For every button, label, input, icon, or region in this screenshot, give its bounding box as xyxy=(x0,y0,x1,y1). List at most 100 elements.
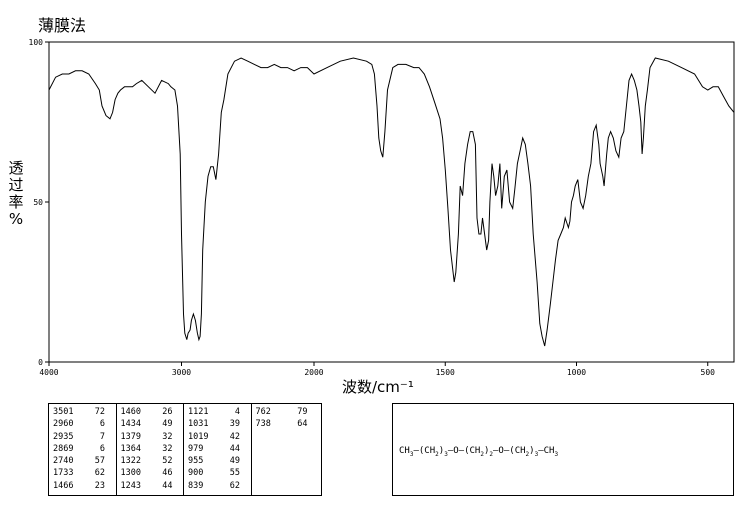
peak-row: 979 44 xyxy=(188,443,251,455)
peak-row: 1733 62 xyxy=(53,467,116,479)
peak-row: 2935 7 xyxy=(53,431,116,443)
peak-wavenumber: 1460 xyxy=(120,407,141,417)
formula-part: —(CH2 xyxy=(413,446,439,458)
x-tick-label: 1500 xyxy=(436,368,455,377)
peak-row: 2960 6 xyxy=(53,418,116,430)
peak-row: 1031 39 xyxy=(188,418,251,430)
formula-subscript: 3 xyxy=(409,450,414,458)
formula-part: —O—(CH2 xyxy=(493,446,530,458)
peak-row: 2869 6 xyxy=(53,443,116,455)
peak-row: 738 64 xyxy=(256,418,321,430)
formula-part: )3 xyxy=(529,446,539,458)
peak-transmittance: 32 xyxy=(162,431,173,442)
peak-wavenumber: 1434 xyxy=(120,419,141,430)
formula-subscript: 2 xyxy=(525,450,530,458)
formula-part: —CH3 xyxy=(538,446,559,458)
formula-subscript: 3 xyxy=(444,450,448,458)
peak-transmittance: 49 xyxy=(229,456,240,467)
peak-transmittance: 52 xyxy=(162,456,173,467)
peak-column: 762 79 738 64 xyxy=(252,404,321,495)
y-axis-label-char: 过 xyxy=(8,176,24,194)
peak-wavenumber: 1364 xyxy=(120,443,141,454)
peak-row: 1243 44 xyxy=(121,480,184,492)
peak-transmittance: 46 xyxy=(162,468,173,479)
peak-wavenumber: 900 xyxy=(188,468,204,479)
peak-wavenumber: 2935 xyxy=(53,431,74,442)
peak-row: 1121 4 xyxy=(188,406,251,418)
peak-transmittance: 44 xyxy=(229,443,240,454)
x-tick-label: 500 xyxy=(701,368,716,377)
x-tick-label: 2000 xyxy=(304,368,323,377)
formula-part: )2 xyxy=(483,446,494,458)
formula-subscript: 2 xyxy=(435,450,439,458)
peak-transmittance: 26 xyxy=(162,407,173,417)
peak-wavenumber: 955 xyxy=(188,456,204,467)
formula-part: —O—(CH2 xyxy=(447,446,484,458)
peak-transmittance: 6 xyxy=(99,443,105,454)
peak-wavenumber: 2869 xyxy=(53,443,74,454)
peak-transmittance: 62 xyxy=(229,480,240,491)
peak-column: 1121 4 1031 39 1019 42 979 44 955 49 900 55 839 62 xyxy=(184,404,252,495)
x-axis-label: 波数/cm⁻¹ xyxy=(342,378,414,396)
x-tick-label: 4000 xyxy=(39,368,58,377)
peak-column: 3501 72 2960 6 2935 7 2869 6 2740 57 1733 62 1466 23 xyxy=(49,404,117,495)
peak-wavenumber: 1300 xyxy=(120,468,141,479)
peak-wavenumber: 1019 xyxy=(188,431,209,442)
formula-part: )3 xyxy=(438,446,448,458)
peak-wavenumber: 1031 xyxy=(188,419,209,430)
peak-transmittance: 7 xyxy=(99,431,105,442)
structure-box: CH3—(CH2)3—O—(CH2)2—O—(CH2)3—CH3 xyxy=(392,403,734,496)
peak-wavenumber: 1121 xyxy=(188,407,209,417)
peak-wavenumber: 2960 xyxy=(53,419,74,430)
y-axis-label-char: 率 xyxy=(8,193,24,211)
peak-transmittance: 4 xyxy=(234,407,240,417)
x-tick-label: 3000 xyxy=(172,368,191,377)
peak-transmittance: 62 xyxy=(94,468,105,479)
peak-wavenumber: 1733 xyxy=(53,468,74,479)
peak-wavenumber: 839 xyxy=(188,480,204,491)
structure-formula: CH3—(CH2)3—O—(CH2)2—O—(CH2)3—CH3 xyxy=(399,446,558,458)
peak-wavenumber: 1379 xyxy=(120,431,141,442)
peak-wavenumber: 1243 xyxy=(120,480,141,491)
peak-row: 1300 46 xyxy=(121,467,184,479)
peak-transmittance: 49 xyxy=(162,419,173,430)
y-axis-label-char: % xyxy=(8,210,24,228)
peak-row: 1379 32 xyxy=(121,431,184,443)
peak-column: 1460 26 1434 49 1379 32 1364 32 1322 52 1300 46 1243… xyxy=(117,404,184,495)
peak-row: 1466 23 xyxy=(53,480,116,492)
spectrum-line xyxy=(48,57,735,347)
peak-transmittance: 39 xyxy=(229,419,240,430)
peak-row: 2740 57 xyxy=(53,455,116,467)
peak-row: 1364 32 xyxy=(121,443,184,455)
peak-transmittance: 44 xyxy=(162,480,173,491)
peak-row: 762 79 xyxy=(256,406,321,418)
peak-transmittance: 42 xyxy=(229,431,240,442)
chart-title: 薄膜法 xyxy=(38,16,87,35)
formula-subscript: 2 xyxy=(489,450,494,458)
peak-transmittance: 72 xyxy=(94,407,105,417)
peak-transmittance: 57 xyxy=(94,456,105,467)
formula-subscript: 3 xyxy=(554,450,559,458)
peak-transmittance: 6 xyxy=(99,419,105,430)
y-tick-label: 100 xyxy=(29,38,44,47)
peak-row: 1434 49 xyxy=(121,418,184,430)
peak-transmittance: 32 xyxy=(162,443,173,454)
y-tick-label: 0 xyxy=(38,358,43,367)
peak-table: 3501 72 2960 6 2935 7 2869 6 2740 57 1733 62 1466 23 1… xyxy=(48,403,322,496)
y-tick-label: 50 xyxy=(33,198,43,207)
formula-subscript: 2 xyxy=(480,450,484,458)
peak-row: 1322 52 xyxy=(121,455,184,467)
peak-transmittance: 64 xyxy=(297,419,308,430)
peak-row: 1460 26 xyxy=(121,406,184,418)
peak-wavenumber: 1466 xyxy=(53,480,74,491)
y-axis-label: 透 过 率 % xyxy=(6,160,26,228)
peak-wavenumber: 979 xyxy=(188,443,204,454)
peak-transmittance: 23 xyxy=(94,480,105,491)
peak-wavenumber: 2740 xyxy=(53,456,74,467)
peak-row: 1019 42 xyxy=(188,431,251,443)
peak-wavenumber: 1322 xyxy=(120,456,141,467)
peak-row: 900 55 xyxy=(188,467,251,479)
peak-row: 839 62 xyxy=(188,480,251,492)
peak-row: 955 49 xyxy=(188,455,251,467)
peak-wavenumber: 738 xyxy=(255,419,271,430)
